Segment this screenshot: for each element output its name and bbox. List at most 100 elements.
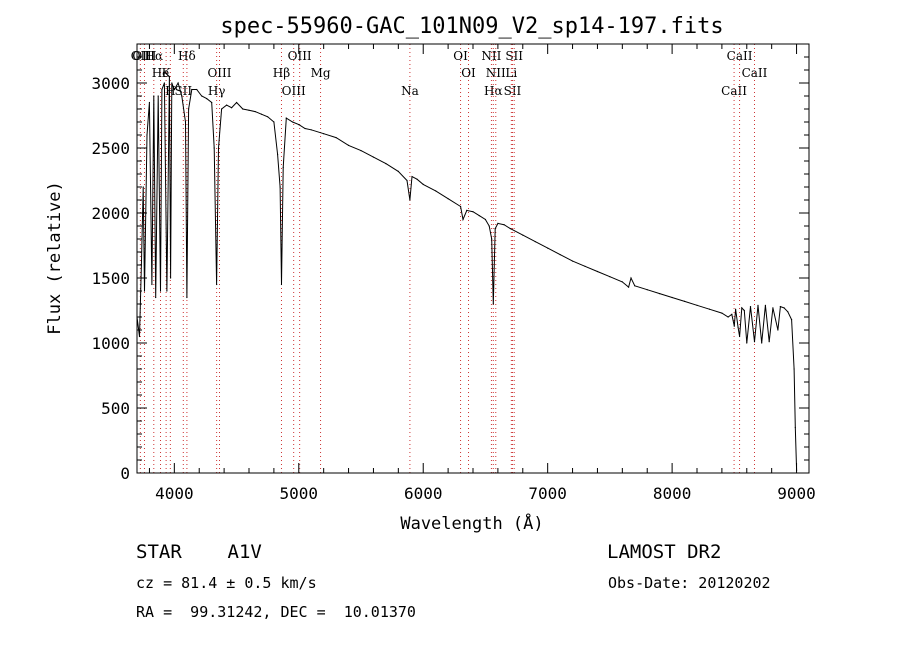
data-point bbox=[298, 124, 300, 126]
y-tick-label: 2000 bbox=[91, 204, 130, 223]
x-tick-label: 8000 bbox=[653, 484, 692, 503]
data-point bbox=[435, 190, 437, 192]
data-point bbox=[671, 296, 673, 299]
data-point bbox=[761, 342, 763, 344]
data-point bbox=[323, 133, 325, 135]
data-point bbox=[360, 150, 362, 152]
data-point bbox=[291, 121, 294, 123]
data-point bbox=[683, 300, 686, 302]
data-point bbox=[596, 270, 599, 273]
data-point bbox=[216, 283, 218, 286]
data-point bbox=[260, 113, 263, 115]
data-point bbox=[201, 95, 203, 97]
data-point bbox=[248, 109, 250, 111]
data-point bbox=[157, 95, 159, 97]
data-point bbox=[794, 426, 796, 429]
data-point bbox=[409, 199, 411, 201]
data-point bbox=[196, 88, 198, 91]
data-point bbox=[659, 293, 661, 295]
marker-label: Hδ bbox=[178, 49, 196, 63]
data-point bbox=[213, 147, 215, 149]
data-point bbox=[741, 307, 743, 309]
data-point bbox=[279, 186, 281, 188]
data-point bbox=[184, 121, 187, 123]
data-point bbox=[783, 307, 785, 309]
data-point bbox=[609, 276, 611, 278]
data-point bbox=[177, 82, 179, 84]
data-point bbox=[186, 296, 188, 299]
data-point bbox=[534, 241, 536, 243]
data-point bbox=[779, 306, 781, 308]
data-point bbox=[153, 95, 155, 97]
data-point bbox=[242, 108, 244, 110]
obs-date-text: Obs-Date: 20120202 bbox=[608, 574, 771, 592]
marker-label: OIII bbox=[132, 49, 156, 63]
marker-label: OI bbox=[453, 49, 468, 63]
data-point bbox=[737, 326, 739, 328]
star-type: STAR A1V bbox=[136, 541, 262, 563]
data-point bbox=[447, 198, 449, 200]
y-tick-label: 0 bbox=[120, 464, 130, 483]
data-point bbox=[191, 88, 193, 91]
data-point bbox=[757, 304, 759, 306]
redshift-text: cz = 81.4 ± 0.5 km/s bbox=[136, 574, 317, 592]
marker-label: Hβ bbox=[273, 66, 290, 80]
data-point bbox=[497, 222, 499, 224]
data-point bbox=[503, 224, 505, 226]
y-tick-label: 1500 bbox=[91, 269, 130, 288]
marker-label: He bbox=[152, 66, 170, 80]
data-point bbox=[753, 341, 756, 343]
marker-label: H bbox=[165, 84, 175, 98]
data-point bbox=[627, 286, 630, 288]
marker-label: SII bbox=[174, 84, 192, 98]
marker-label: Hγ bbox=[208, 84, 226, 98]
data-point bbox=[491, 238, 493, 240]
survey-name: LAMOST DR2 bbox=[607, 541, 722, 563]
marker-label: CaII bbox=[721, 84, 747, 98]
coordinates-text: RA = 99.31242, DEC = 10.01370 bbox=[136, 603, 416, 621]
data-point bbox=[211, 101, 213, 104]
data-point bbox=[159, 290, 162, 292]
y-tick-label: 2500 bbox=[91, 139, 130, 158]
data-point bbox=[634, 285, 636, 287]
data-point bbox=[696, 304, 698, 306]
data-point bbox=[494, 228, 496, 230]
data-point bbox=[230, 107, 233, 109]
data-point bbox=[509, 228, 511, 230]
marker-label: NII bbox=[481, 49, 501, 63]
data-point bbox=[484, 218, 487, 221]
x-tick-label: 6000 bbox=[404, 484, 443, 503]
x-tick-label: 4000 bbox=[155, 484, 194, 503]
marker-label: OIII bbox=[288, 49, 312, 63]
data-point bbox=[462, 218, 464, 221]
data-point bbox=[416, 178, 418, 180]
data-point bbox=[787, 311, 789, 313]
data-point bbox=[746, 342, 748, 344]
data-point bbox=[621, 281, 623, 283]
data-point bbox=[170, 277, 172, 279]
data-point bbox=[559, 254, 561, 256]
data-point bbox=[217, 147, 220, 149]
data-point bbox=[793, 368, 795, 370]
marker-label: Hα bbox=[484, 84, 503, 98]
data-point bbox=[492, 303, 494, 305]
data-point bbox=[738, 335, 741, 338]
marker-label: CaII bbox=[727, 49, 753, 63]
data-point bbox=[181, 95, 183, 97]
plot-frame bbox=[136, 43, 810, 474]
data-point bbox=[630, 277, 632, 279]
data-point bbox=[790, 319, 793, 321]
data-point bbox=[731, 313, 733, 315]
data-point bbox=[777, 329, 779, 331]
data-point bbox=[733, 325, 735, 327]
data-point bbox=[143, 290, 146, 292]
data-point bbox=[385, 163, 387, 165]
data-point bbox=[138, 335, 141, 338]
data-point bbox=[764, 304, 767, 306]
data-point bbox=[142, 186, 144, 188]
marker-label: Na bbox=[401, 84, 419, 98]
x-axis-label: Wavelength (Å) bbox=[400, 512, 543, 534]
marker-label: Mg bbox=[311, 66, 331, 80]
y-tick-label: 1000 bbox=[91, 334, 130, 353]
